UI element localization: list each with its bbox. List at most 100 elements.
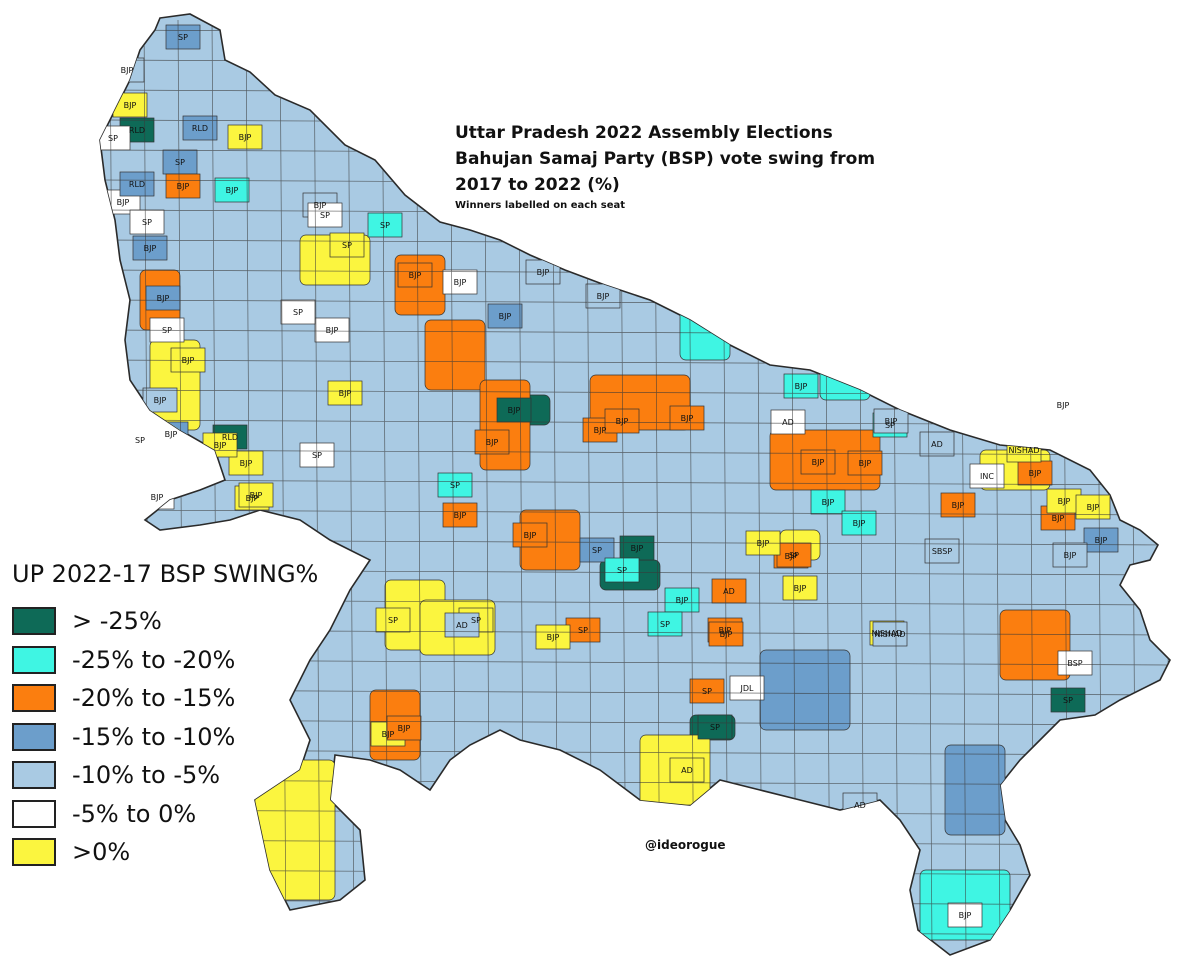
seat-winner-label: BJP bbox=[616, 417, 629, 426]
seat-winner-label: BJP bbox=[326, 326, 339, 335]
seat-winner-label: BJP bbox=[757, 539, 770, 548]
constituency-region bbox=[947, 902, 983, 928]
seat-winner-label: BJP bbox=[382, 730, 395, 739]
map-title: Uttar Pradesh 2022 Assembly Elections Ba… bbox=[455, 120, 875, 211]
constituency-region bbox=[165, 173, 201, 199]
constituency-region bbox=[182, 115, 218, 141]
constituency-region bbox=[100, 125, 131, 151]
seat-winner-label: BJP bbox=[720, 630, 733, 639]
swing-area bbox=[479, 379, 531, 471]
constituency-region bbox=[238, 482, 274, 508]
seat-winner-label: SP bbox=[175, 158, 185, 167]
swing-area bbox=[759, 649, 851, 731]
swing-area bbox=[999, 609, 1071, 681]
constituency-region bbox=[800, 449, 836, 475]
seat-winner-label: BJP bbox=[182, 356, 195, 365]
seat-winner-label: BJP bbox=[631, 544, 644, 553]
constituency-region bbox=[669, 757, 705, 783]
legend-item: -5% to 0% bbox=[12, 795, 318, 834]
constituency-region bbox=[386, 715, 422, 741]
seat-winner-label: BJP bbox=[165, 430, 178, 439]
constituency-region bbox=[327, 380, 363, 406]
seat-winner-label: SP bbox=[450, 481, 460, 490]
legend-swatch bbox=[12, 799, 56, 828]
seat-winner-label: SP bbox=[135, 436, 145, 445]
seat-winner-label: BJP bbox=[1057, 401, 1070, 410]
legend-swatch bbox=[12, 607, 56, 636]
seat-winner-label: AD bbox=[681, 766, 693, 775]
seat-winner-label: BJP bbox=[1058, 497, 1071, 506]
constituency-region bbox=[512, 522, 548, 548]
legend-label: -10% to -5% bbox=[72, 761, 221, 790]
seat-winner-label: BJP bbox=[121, 66, 134, 75]
constituency-region bbox=[367, 212, 403, 238]
seat-winner-label: BJP bbox=[240, 459, 253, 468]
seat-winner-label: BJP bbox=[812, 458, 825, 467]
seat-winner-label: BJP bbox=[547, 633, 560, 642]
seat-winner-label: BJP bbox=[508, 406, 521, 415]
legend-label: >0% bbox=[72, 838, 131, 867]
constituency-region bbox=[841, 510, 877, 536]
legend-item: >0% bbox=[12, 833, 318, 872]
constituency-region bbox=[314, 317, 350, 343]
legend-item: -10% to -5% bbox=[12, 756, 318, 795]
seat-winner-label: AD bbox=[723, 587, 735, 596]
legend-label: -5% to 0% bbox=[72, 799, 197, 828]
constituency-region bbox=[770, 409, 806, 435]
constituency-region bbox=[487, 303, 523, 329]
legend-swatch bbox=[12, 761, 56, 790]
constituency-region bbox=[214, 177, 250, 203]
seat-winner-label: BJP bbox=[795, 382, 808, 391]
seat-winner-label: SP bbox=[388, 616, 398, 625]
seat-winner-label: BJP bbox=[597, 292, 610, 301]
constituency-region bbox=[689, 678, 725, 704]
seat-winner-label: BJP bbox=[676, 596, 689, 605]
constituency-region bbox=[142, 387, 178, 413]
seat-winner-label: BJP bbox=[454, 278, 467, 287]
constituency-region bbox=[535, 624, 571, 650]
seat-winner-label: SP bbox=[617, 566, 627, 575]
swing-area bbox=[679, 299, 731, 361]
seat-winner-label: SP bbox=[592, 546, 602, 555]
seat-winner-label: BJP bbox=[117, 198, 130, 207]
seat-winner-label: BSP bbox=[1067, 659, 1082, 668]
seat-winner-label: NISHAD bbox=[874, 630, 905, 639]
swing-area bbox=[819, 359, 871, 401]
seat-winner-label: BJP bbox=[154, 396, 167, 405]
seat-winner-label: BJP bbox=[486, 438, 499, 447]
legend-swatch bbox=[12, 684, 56, 713]
seat-winner-label: BJP bbox=[499, 312, 512, 321]
constituency-region bbox=[442, 269, 478, 295]
seat-winner-label: SBSP bbox=[932, 547, 953, 556]
legend-item: -15% to -10% bbox=[12, 718, 318, 757]
title-line-1: Uttar Pradesh 2022 Assembly Elections bbox=[455, 123, 833, 143]
seat-winner-label: BJP bbox=[1087, 503, 1100, 512]
seat-winner-label: BJP bbox=[239, 133, 252, 142]
constituency-region bbox=[847, 450, 883, 476]
seat-winner-label: SP bbox=[142, 218, 152, 227]
seat-winner-label: SP bbox=[702, 687, 712, 696]
constituency-region bbox=[1017, 460, 1053, 486]
seat-winner-label: AD bbox=[782, 418, 794, 427]
legend-swatch bbox=[12, 838, 56, 867]
seat-winner-label: SP bbox=[162, 326, 172, 335]
constituency-region bbox=[145, 285, 181, 311]
legend-swatch bbox=[12, 645, 56, 674]
seat-winner-label: BJP bbox=[151, 493, 164, 502]
seat-winner-label: BJP bbox=[177, 182, 190, 191]
constituency-region bbox=[307, 202, 343, 228]
constituency-region bbox=[1083, 527, 1119, 553]
legend-swatch bbox=[12, 722, 56, 751]
seat-winner-label: BJP bbox=[339, 389, 352, 398]
seat-winner-label: RLD bbox=[129, 180, 145, 189]
constituency-region bbox=[170, 347, 206, 373]
swing-regions bbox=[100, 24, 1119, 941]
seat-winner-label: SP bbox=[342, 241, 352, 250]
seat-winner-label: SP bbox=[710, 723, 720, 732]
constituency-region bbox=[1046, 488, 1082, 514]
seat-winner-label: BJP bbox=[822, 498, 835, 507]
seat-winner-label: BJP bbox=[1029, 469, 1042, 478]
seat-winner-label: BJP bbox=[246, 494, 259, 503]
